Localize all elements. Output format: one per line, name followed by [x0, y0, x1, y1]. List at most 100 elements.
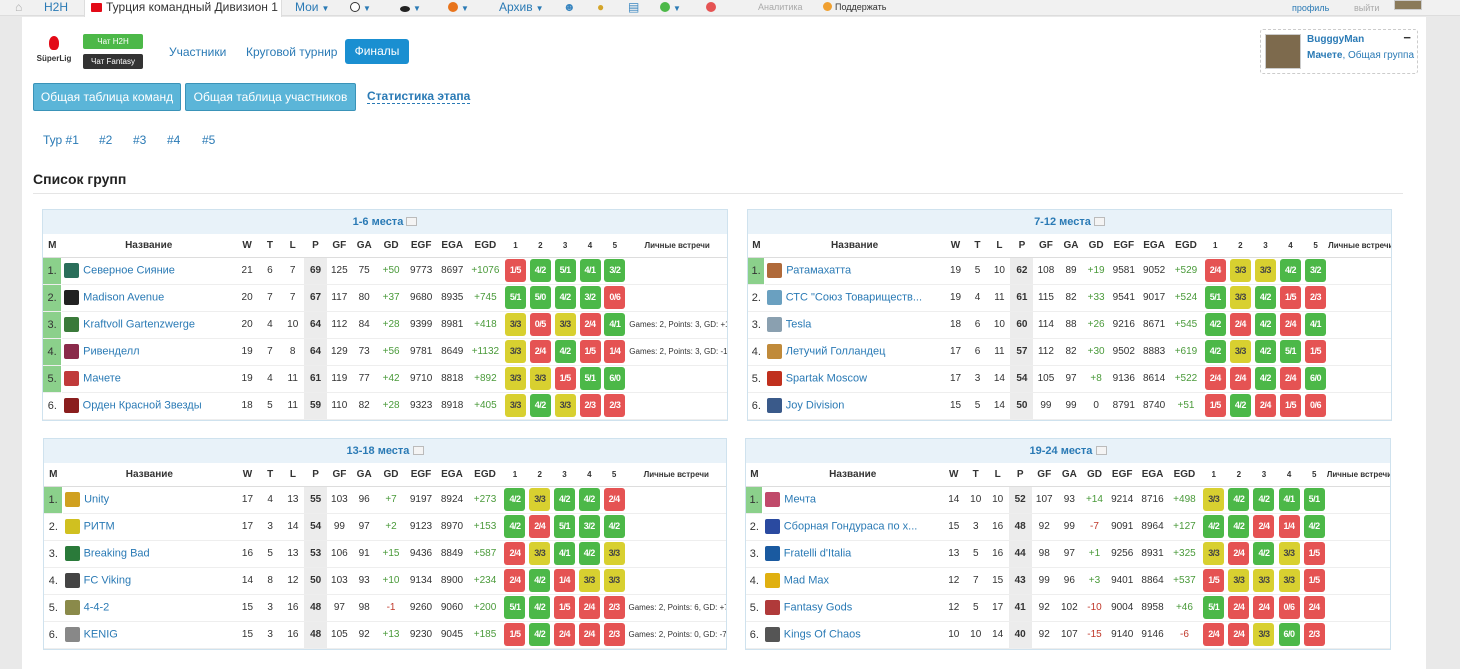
round-result-badge[interactable]: 4/2	[603, 515, 625, 538]
group-title[interactable]: 1-6 места	[43, 210, 727, 234]
round-result-badge[interactable]: 4/2	[578, 488, 600, 511]
round-result-badge[interactable]: 4/2	[504, 515, 526, 538]
round-result-badge[interactable]: 2/4	[1303, 596, 1325, 619]
column-header[interactable]: 1	[1202, 234, 1228, 258]
round-result-badge[interactable]: 3/3	[1253, 569, 1275, 592]
column-header[interactable]: EGA	[436, 234, 468, 258]
round-result-badge[interactable]: 3/3	[603, 569, 625, 592]
round-result-badge[interactable]: 2/4	[504, 542, 526, 565]
round-result-badge[interactable]: 3/2	[579, 286, 601, 309]
column-header[interactable]: GF	[327, 463, 352, 487]
column-header[interactable]: 5	[601, 463, 627, 487]
group-title-text[interactable]: 13-18 места	[346, 445, 410, 457]
column-header[interactable]: T	[258, 463, 282, 487]
round-result-badge[interactable]: 3/2	[1305, 259, 1327, 282]
round-2-link[interactable]: #2	[99, 133, 113, 147]
round-result-badge[interactable]: 4/2	[1228, 488, 1250, 511]
team-name-link[interactable]: Ратамахатта	[786, 264, 852, 277]
round-result-badge[interactable]: 2/4	[1228, 623, 1250, 646]
round-result-badge[interactable]: 2/4	[504, 569, 526, 592]
nav-finals[interactable]: Финалы	[345, 39, 409, 64]
team-name-link[interactable]: FC Viking	[83, 574, 132, 587]
round-5-link[interactable]: #5	[202, 133, 216, 147]
column-header[interactable]: М	[44, 463, 63, 487]
round-result-badge[interactable]: 3/3	[504, 340, 526, 363]
round-result-badge[interactable]: 1/5	[1303, 569, 1325, 592]
round-result-badge[interactable]: 3/3	[554, 394, 576, 417]
users-icon[interactable]: ☻	[563, 0, 576, 14]
team-name-link[interactable]: Spartak Moscow	[785, 372, 868, 385]
round-result-badge[interactable]: 2/3	[579, 394, 601, 417]
round-result-badge[interactable]: 2/4	[1279, 313, 1301, 336]
round-result-badge[interactable]: 4/2	[1279, 259, 1301, 282]
round-result-badge[interactable]: 2/4	[554, 623, 576, 646]
round-result-badge[interactable]: 0/6	[1305, 394, 1327, 417]
medal-icon[interactable]: ●	[597, 0, 605, 14]
round-result-badge[interactable]: 5/1	[1204, 286, 1226, 309]
column-header[interactable]: W	[942, 463, 965, 487]
round-result-badge[interactable]: 2/4	[1253, 596, 1275, 619]
round-result-badge[interactable]: 3/2	[578, 515, 600, 538]
team-name-link[interactable]: Fratelli d'Italia	[783, 547, 852, 560]
column-header[interactable]: T	[258, 234, 282, 258]
round-result-badge[interactable]: 1/5	[554, 367, 576, 390]
round-result-badge[interactable]: 5/1	[1279, 340, 1301, 363]
team-name-link[interactable]: 4-4-2	[83, 601, 110, 614]
chart-icon[interactable]	[406, 217, 418, 226]
home-icon[interactable]: ⌂	[15, 0, 23, 14]
analytics-link[interactable]: Аналитика	[758, 2, 803, 12]
team-name-link[interactable]: РИТМ	[83, 520, 115, 533]
round-result-badge[interactable]: 3/3	[603, 542, 625, 565]
nav-participants[interactable]: Участники	[169, 45, 227, 59]
round-result-badge[interactable]: 5/1	[579, 367, 601, 390]
team-name-link[interactable]: Орден Красной Звезды	[82, 399, 202, 412]
round-result-badge[interactable]: 6/0	[604, 367, 626, 390]
chart-icon[interactable]	[412, 446, 424, 455]
round-result-badge[interactable]: 3/3	[1229, 286, 1251, 309]
chat-h2h-button[interactable]: Чат H2H	[83, 34, 143, 49]
team-name-link[interactable]: KENIG	[83, 628, 118, 641]
column-header[interactable]: М	[746, 463, 763, 487]
column-header[interactable]: Название	[62, 463, 237, 487]
team-name-link[interactable]: Мечта	[784, 493, 817, 506]
archive-menu[interactable]: Архив ▼	[499, 0, 544, 14]
round-result-badge[interactable]: 5/1	[504, 286, 526, 309]
rules-icon[interactable]: ▤	[628, 0, 640, 14]
column-header[interactable]: GA	[1056, 463, 1082, 487]
column-header[interactable]: 4	[1276, 463, 1302, 487]
column-header[interactable]: GD	[1083, 234, 1109, 258]
round-result-badge[interactable]: 4/2	[529, 259, 551, 282]
round-result-badge[interactable]: 4/2	[554, 488, 576, 511]
round-result-badge[interactable]: 2/4	[579, 313, 601, 336]
round-result-badge[interactable]: 5/1	[1203, 596, 1225, 619]
round-result-badge[interactable]: 1/4	[604, 340, 626, 363]
round-result-badge[interactable]: 3/3	[1253, 623, 1275, 646]
group-title[interactable]: 13-18 места	[44, 439, 726, 463]
nav-round-robin[interactable]: Круговой турнир	[246, 45, 338, 59]
user-group[interactable]: Общая группа	[1348, 50, 1415, 61]
user-name[interactable]: BugggyMan	[1307, 34, 1365, 45]
round-result-badge[interactable]: 1/5	[1203, 569, 1225, 592]
round-result-badge[interactable]: 2/4	[578, 623, 600, 646]
round-result-badge[interactable]: 2/3	[1305, 286, 1327, 309]
round-result-badge[interactable]: 4/2	[1253, 542, 1275, 565]
column-header[interactable]: P	[1010, 234, 1034, 258]
round-result-badge[interactable]: 3/3	[578, 569, 600, 592]
column-header[interactable]: 3	[1252, 234, 1278, 258]
column-header[interactable]: GF	[1031, 463, 1057, 487]
round-result-badge[interactable]: 2/4	[1254, 394, 1276, 417]
round-result-badge[interactable]: 4/2	[1254, 286, 1276, 309]
round-result-badge[interactable]: 4/1	[604, 313, 626, 336]
column-header[interactable]: 5	[1303, 234, 1329, 258]
round-result-badge[interactable]: 5/1	[554, 515, 576, 538]
round-result-badge[interactable]: 4/2	[504, 488, 526, 511]
column-header[interactable]: GF	[1033, 234, 1059, 258]
column-header[interactable]: М	[748, 234, 765, 258]
column-header[interactable]: T	[966, 234, 989, 258]
column-header[interactable]: GD	[376, 463, 406, 487]
round-result-badge[interactable]: 5/0	[529, 286, 551, 309]
team-name-link[interactable]: Северное Сияние	[83, 264, 175, 277]
support-link[interactable]: Поддержать	[823, 0, 886, 16]
round-result-badge[interactable]: 4/2	[1204, 313, 1226, 336]
round-result-badge[interactable]: 4/2	[1253, 488, 1275, 511]
